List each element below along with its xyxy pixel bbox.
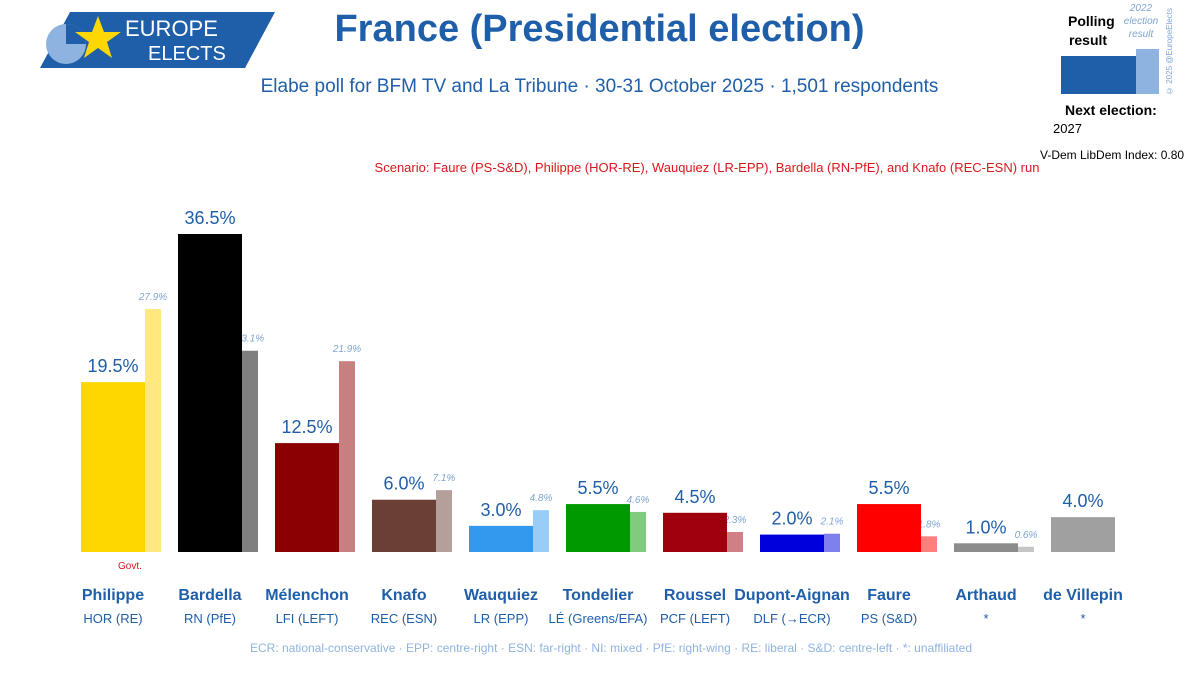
- logo-line2: ELECTS: [148, 43, 226, 65]
- prev-result-label: 2.1%: [820, 517, 844, 528]
- candidate-name: de Villepin: [1043, 587, 1123, 604]
- legend-prev-swatch: [1136, 49, 1159, 94]
- chart-title: France (Presidential election): [334, 8, 865, 50]
- prev-result-label: 4.8%: [530, 493, 553, 504]
- scenario-note: Scenario: Faure (PS-S&D), Philippe (HOR-…: [374, 160, 1040, 175]
- prev-result-bar: [242, 350, 258, 552]
- candidate-party: REC (ESN): [371, 611, 437, 626]
- next-election-year: 2027: [1053, 121, 1082, 136]
- candidate-party: DLF (→ECR): [753, 611, 830, 626]
- prev-result-bar: [727, 531, 743, 552]
- logo-line1: EUROPE: [125, 16, 218, 41]
- chart-subtitle: Elabe poll for BFM TV and La Tribune · 3…: [260, 76, 939, 97]
- candidate-party: HOR (RE): [83, 611, 142, 626]
- prev-result-label: 21.9%: [332, 344, 361, 355]
- polling-bar: [81, 382, 145, 552]
- candidate-name: Bardella: [178, 587, 241, 604]
- polling-value-label: 1.0%: [965, 517, 1006, 537]
- legend-prev-result-label: 2022 election result: [1123, 3, 1159, 40]
- legend-polling-result-label: Polling result: [1068, 13, 1115, 48]
- prev-result-label: 4.6%: [627, 495, 650, 506]
- govt-label: Govt.: [118, 561, 142, 572]
- legend-polling-swatch: [1061, 56, 1136, 94]
- polling-bar: [372, 499, 436, 552]
- candidate-name: Philippe: [82, 587, 144, 604]
- polling-bar: [857, 504, 921, 552]
- polling-value-label: 36.5%: [184, 208, 235, 228]
- prev-result-bar: [921, 536, 937, 552]
- europe-elects-logo: EUROPE ELECTS: [40, 12, 275, 68]
- polling-bar: [954, 543, 1018, 552]
- candidate-name: Arthaud: [955, 587, 1016, 604]
- prev-result-bar: [1018, 546, 1034, 552]
- candidate-party: PCF (LEFT): [660, 611, 730, 626]
- polling-value-label: 6.0%: [383, 474, 424, 494]
- prev-result-label: 7.1%: [433, 473, 456, 484]
- candidate-party: RN (PfE): [184, 611, 236, 626]
- polling-bar: [178, 234, 242, 552]
- prev-result-label: 0.6%: [1015, 530, 1038, 541]
- polling-value-label: 2.0%: [771, 509, 812, 529]
- candidate-party: LFI (LEFT): [276, 611, 339, 626]
- candidate-party: PS (S&D): [861, 611, 917, 626]
- candidate-name: Mélenchon: [265, 587, 349, 604]
- footer-legend: ECR: national-conservative · EPP: centre…: [249, 641, 973, 655]
- prev-result-bar: [533, 510, 549, 552]
- polling-value-label: 12.5%: [281, 417, 332, 437]
- prev-result-bar: [824, 533, 840, 552]
- candidate-party: LR (EPP): [474, 611, 529, 626]
- prev-result-bar: [145, 308, 161, 552]
- candidate-name: Tondelier: [563, 587, 634, 604]
- prev-result-bar: [436, 490, 452, 552]
- polling-value-label: 4.5%: [674, 487, 715, 507]
- polling-bar: [1051, 517, 1115, 552]
- prev-result-bar: [339, 361, 355, 552]
- candidate-party: LÉ (Greens/EFA): [549, 611, 648, 626]
- polling-bar: [469, 525, 533, 552]
- prev-result-label: 23.1%: [235, 334, 264, 345]
- next-election-label: Next election:: [1065, 102, 1157, 118]
- vdem-index: V-Dem LibDem Index: 0.80: [1040, 148, 1185, 162]
- prev-result-bar: [630, 511, 646, 552]
- candidate-name: Knafo: [381, 587, 427, 604]
- polling-value-label: 19.5%: [87, 356, 138, 376]
- candidate-name: Faure: [867, 587, 911, 604]
- polling-bar: [663, 512, 727, 552]
- candidate-name: Wauquiez: [464, 587, 538, 604]
- polling-bar: [566, 504, 630, 552]
- candidate-name: Dupont-Aignan: [734, 587, 850, 604]
- candidate-name: Roussel: [664, 587, 726, 604]
- polling-bar: [760, 534, 824, 552]
- prev-result-label: 1.8%: [918, 519, 941, 530]
- prev-result-label: 27.9%: [138, 292, 167, 303]
- candidate-party: *: [1080, 611, 1085, 626]
- polling-value-label: 5.5%: [577, 478, 618, 498]
- polling-bar: [275, 443, 339, 552]
- prev-result-label: 2.3%: [723, 515, 747, 526]
- candidate-party: *: [983, 611, 988, 626]
- polling-value-label: 3.0%: [480, 500, 521, 520]
- polling-value-label: 4.0%: [1062, 491, 1103, 511]
- polling-value-label: 5.5%: [868, 478, 909, 498]
